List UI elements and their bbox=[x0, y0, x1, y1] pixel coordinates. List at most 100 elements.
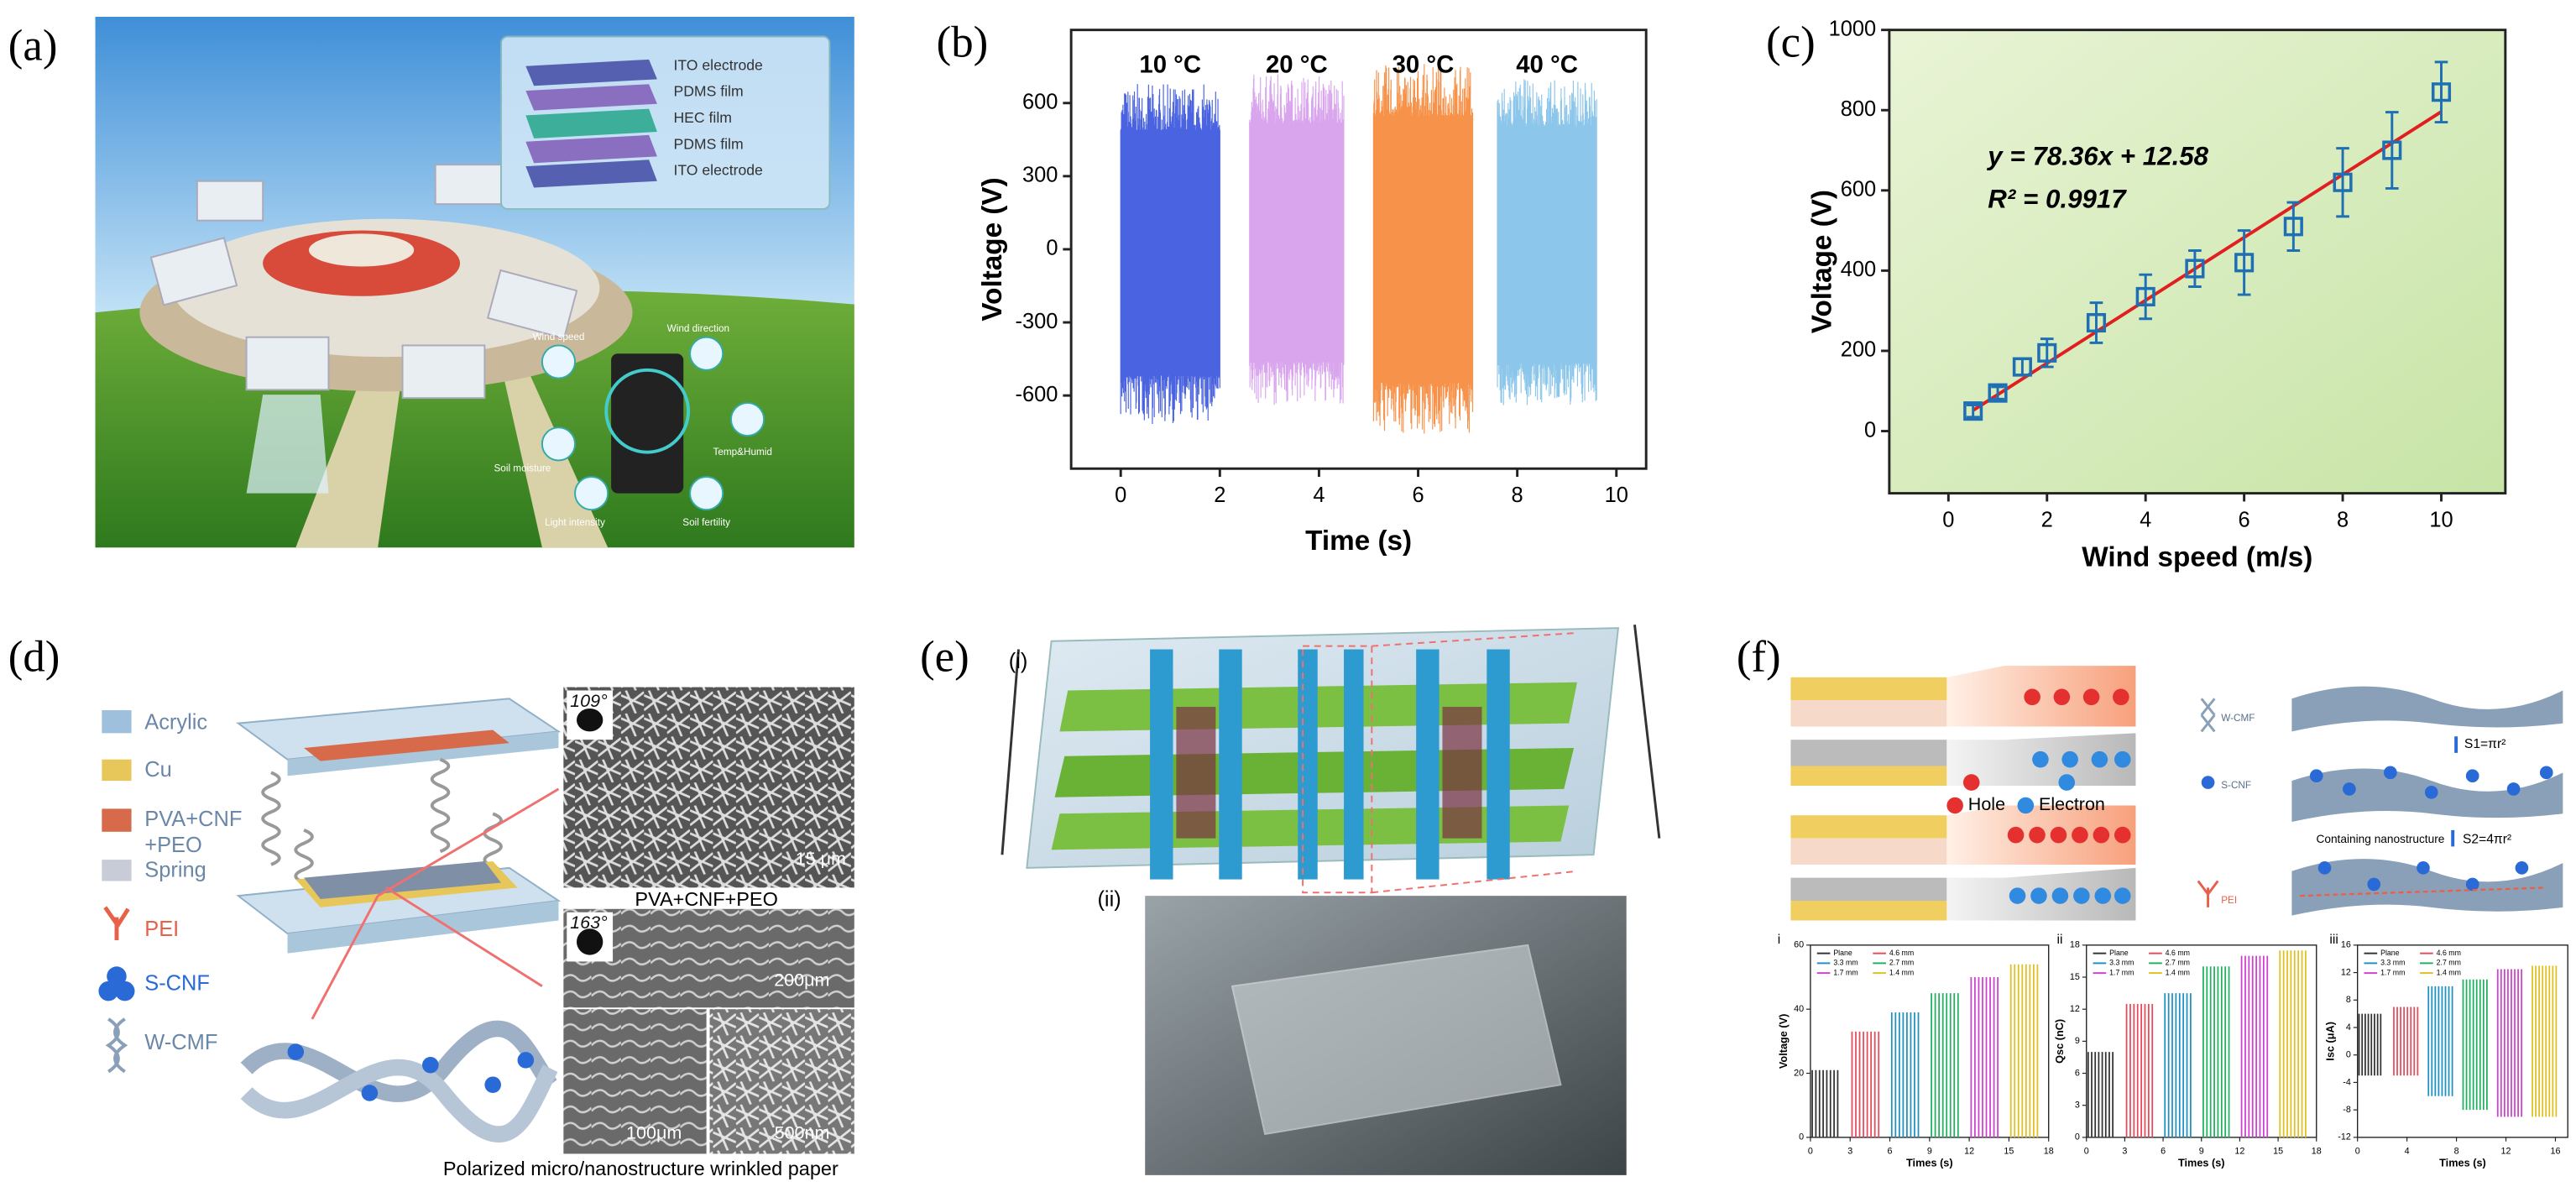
x-tick-label: 3 bbox=[2122, 1146, 2127, 1156]
scale-bar: 15 μm bbox=[796, 849, 846, 869]
panel-e-illustration-part-part bbox=[1176, 707, 1216, 839]
panel-f-schematic-part-part bbox=[2113, 688, 2129, 706]
point bbox=[2234, 253, 2255, 273]
panel-d-illustration-part bbox=[709, 1009, 854, 1154]
pulse-train bbox=[2358, 1013, 2382, 1076]
panel-a-illustration bbox=[95, 16, 854, 548]
pulse-train bbox=[2087, 1052, 2114, 1137]
pulse-train bbox=[2462, 979, 2488, 1111]
legend-label: Cu bbox=[144, 758, 172, 782]
panel-d-illustration-part bbox=[240, 1059, 558, 1143]
panel-f-schematic-part bbox=[2451, 736, 2458, 847]
sensor-label: Wind speed bbox=[532, 332, 584, 343]
panel-f-schematic-part bbox=[2197, 880, 2219, 907]
component-label: S-CNF bbox=[2221, 780, 2251, 791]
error-bar bbox=[1966, 404, 1980, 419]
y-tick-label: 8 bbox=[2346, 995, 2351, 1005]
panel-d-illustration-part-part bbox=[361, 1085, 379, 1101]
point bbox=[1963, 401, 1983, 421]
panel-e-illustration-part-part bbox=[1219, 649, 1242, 880]
y-tick-label: 15 bbox=[2070, 972, 2080, 982]
panel-f-schematic bbox=[1790, 666, 2563, 921]
x-tick-label: 10 bbox=[2429, 509, 2453, 532]
panel-e-illustration-part bbox=[1231, 944, 1562, 1136]
panel-e-illustration bbox=[1001, 625, 1661, 1175]
panel-d-illustration-part-part bbox=[261, 771, 281, 866]
x-tick-label: 15 bbox=[2004, 1146, 2014, 1156]
panel-a-illustration-part bbox=[401, 344, 486, 400]
error-bar bbox=[2237, 229, 2251, 296]
scale-bar: 200μm bbox=[774, 970, 829, 991]
equation: S1=πr² bbox=[2464, 737, 2505, 751]
point bbox=[2037, 343, 2057, 363]
panel-a-illustration-part bbox=[525, 108, 657, 139]
panel-a-illustration-part bbox=[246, 395, 329, 494]
panel-e-illustration-part-part bbox=[1442, 707, 1482, 839]
legend-label: 1.7 mm bbox=[2380, 968, 2405, 976]
x-axis-label: Time (s) bbox=[1305, 526, 1412, 557]
panel-f-schematic-part-part bbox=[2383, 766, 2397, 780]
panel-a-illustration-part bbox=[541, 426, 577, 462]
layer-label: ITO electrode bbox=[673, 56, 763, 73]
x-tick-label: 10 bbox=[1605, 484, 1628, 507]
y-tick-label: 6 bbox=[2075, 1068, 2080, 1078]
legend-label: Spring bbox=[144, 858, 206, 881]
x-tick-label: 8 bbox=[2454, 1146, 2459, 1156]
panel-label: ii bbox=[2057, 933, 2063, 947]
x-tick-label: 6 bbox=[2239, 509, 2250, 532]
panel-d-illustration-part-part bbox=[430, 757, 451, 854]
panel-f-schematic-part bbox=[1790, 700, 1947, 727]
point bbox=[2012, 357, 2032, 377]
panel-f-schematic-part bbox=[1790, 766, 1947, 787]
panel-f-schematic-part-part bbox=[2343, 782, 2356, 796]
pulse-train bbox=[2009, 964, 2039, 1137]
pulse-train bbox=[2164, 993, 2192, 1137]
panel-f-schematic-part-part bbox=[2007, 826, 2025, 844]
legend-label: 1.4 mm bbox=[1889, 968, 1914, 976]
panel-d-illustration-part bbox=[102, 860, 132, 881]
legend-dot bbox=[2017, 797, 2035, 814]
y-tick-label: -4 bbox=[2343, 1077, 2351, 1087]
y-tick-label: -8 bbox=[2343, 1105, 2351, 1115]
panel-f-schematic-part bbox=[2291, 686, 2563, 732]
x-tick-label: 18 bbox=[2044, 1146, 2054, 1156]
panel-f-schematic-part bbox=[2300, 886, 2547, 897]
panel-f-schematic-part bbox=[2309, 766, 2553, 799]
y-tick-label: 40 bbox=[1794, 1004, 1804, 1014]
panel-f-schematic-part-part bbox=[2032, 750, 2049, 768]
signal bbox=[1372, 64, 1474, 434]
panel-d-illustration-part bbox=[304, 729, 509, 761]
point bbox=[2283, 217, 2303, 237]
error-bar bbox=[2434, 60, 2448, 124]
legend-label: Plane bbox=[2109, 949, 2129, 957]
legend-label: 2.7 mm bbox=[2166, 959, 2190, 967]
point bbox=[2431, 82, 2452, 102]
signal bbox=[1249, 74, 1345, 405]
y-tick-label: 60 bbox=[1794, 940, 1804, 950]
legend-label: 20 °C bbox=[1266, 50, 1328, 78]
error-bar bbox=[1991, 385, 2004, 400]
x-tick-label: 6 bbox=[1412, 484, 1424, 507]
panel-d-illustration-part bbox=[102, 709, 132, 734]
panel-f-schematic-part-part bbox=[2424, 786, 2438, 799]
y-tick-label: 20 bbox=[1794, 1068, 1804, 1078]
panel-label: (f) bbox=[1737, 632, 1781, 681]
y-axis-label: Voltage (V) bbox=[1777, 1014, 1790, 1069]
legend-label: 2.7 mm bbox=[2437, 959, 2461, 967]
panel-a-illustration-part bbox=[730, 401, 765, 437]
panel-a-illustration-part bbox=[149, 237, 238, 306]
component-label: PEI bbox=[2221, 895, 2237, 906]
x-tick-label: 2 bbox=[1214, 484, 1225, 507]
panel-e-illustration-part bbox=[1001, 625, 1661, 855]
equation: S2=4πr² bbox=[2463, 833, 2511, 847]
pulse-train bbox=[2496, 969, 2523, 1117]
legend-label: 3.3 mm bbox=[1833, 959, 1858, 967]
pulse-train bbox=[1931, 993, 1959, 1137]
panel-f-schematic-part-part bbox=[2465, 769, 2479, 783]
contact-angle: 163° bbox=[570, 912, 608, 933]
legend-label: Plane bbox=[2380, 949, 2400, 957]
point bbox=[2086, 312, 2107, 333]
panel-f-schematic-part-part bbox=[2073, 887, 2090, 904]
x-tick-label: 15 bbox=[2273, 1146, 2283, 1156]
panel-f-schematic-part-part bbox=[2515, 861, 2529, 875]
